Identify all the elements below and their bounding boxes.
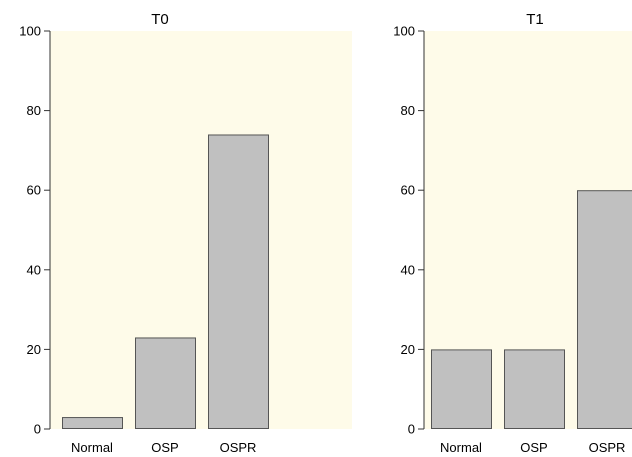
y-tick-label: 100: [19, 24, 41, 39]
bar-osp: [135, 337, 196, 429]
x-tick-label: Normal: [71, 440, 113, 455]
bar-normal: [62, 417, 123, 429]
panel-title: T1: [526, 11, 544, 28]
y-tick-label: 0: [408, 422, 415, 437]
y-tick-label: 80: [401, 103, 415, 118]
y-tick-label: 60: [27, 183, 41, 198]
plot-background: [50, 31, 352, 429]
y-tick-label: 20: [27, 342, 41, 357]
panel-title: T0: [151, 11, 169, 28]
bar-normal: [431, 349, 492, 429]
x-tick-label: OSP: [520, 440, 547, 455]
x-tick-label: Normal: [440, 440, 482, 455]
y-tick-label: 40: [401, 262, 415, 277]
y-tick-label: 0: [34, 422, 41, 437]
x-tick-label: OSP: [151, 440, 178, 455]
y-tick-label: 80: [27, 103, 41, 118]
bar-ospr: [577, 190, 632, 429]
y-tick-label: 40: [27, 262, 41, 277]
y-tick-label: 100: [393, 24, 415, 39]
bar-ospr: [208, 134, 269, 429]
chart-panel-0: T0 0 20 40 60 80 100 Normal OSP OSPR: [19, 11, 352, 455]
chart-panel-1: T1 0 20 40 60 80 100 Normal OSP OSPR: [393, 11, 632, 455]
x-tick-label: OSPR: [220, 440, 257, 455]
y-tick-label: 20: [401, 342, 415, 357]
x-tick-label: OSPR: [589, 440, 626, 455]
y-tick-label: 60: [401, 183, 415, 198]
bar-osp: [504, 349, 565, 429]
